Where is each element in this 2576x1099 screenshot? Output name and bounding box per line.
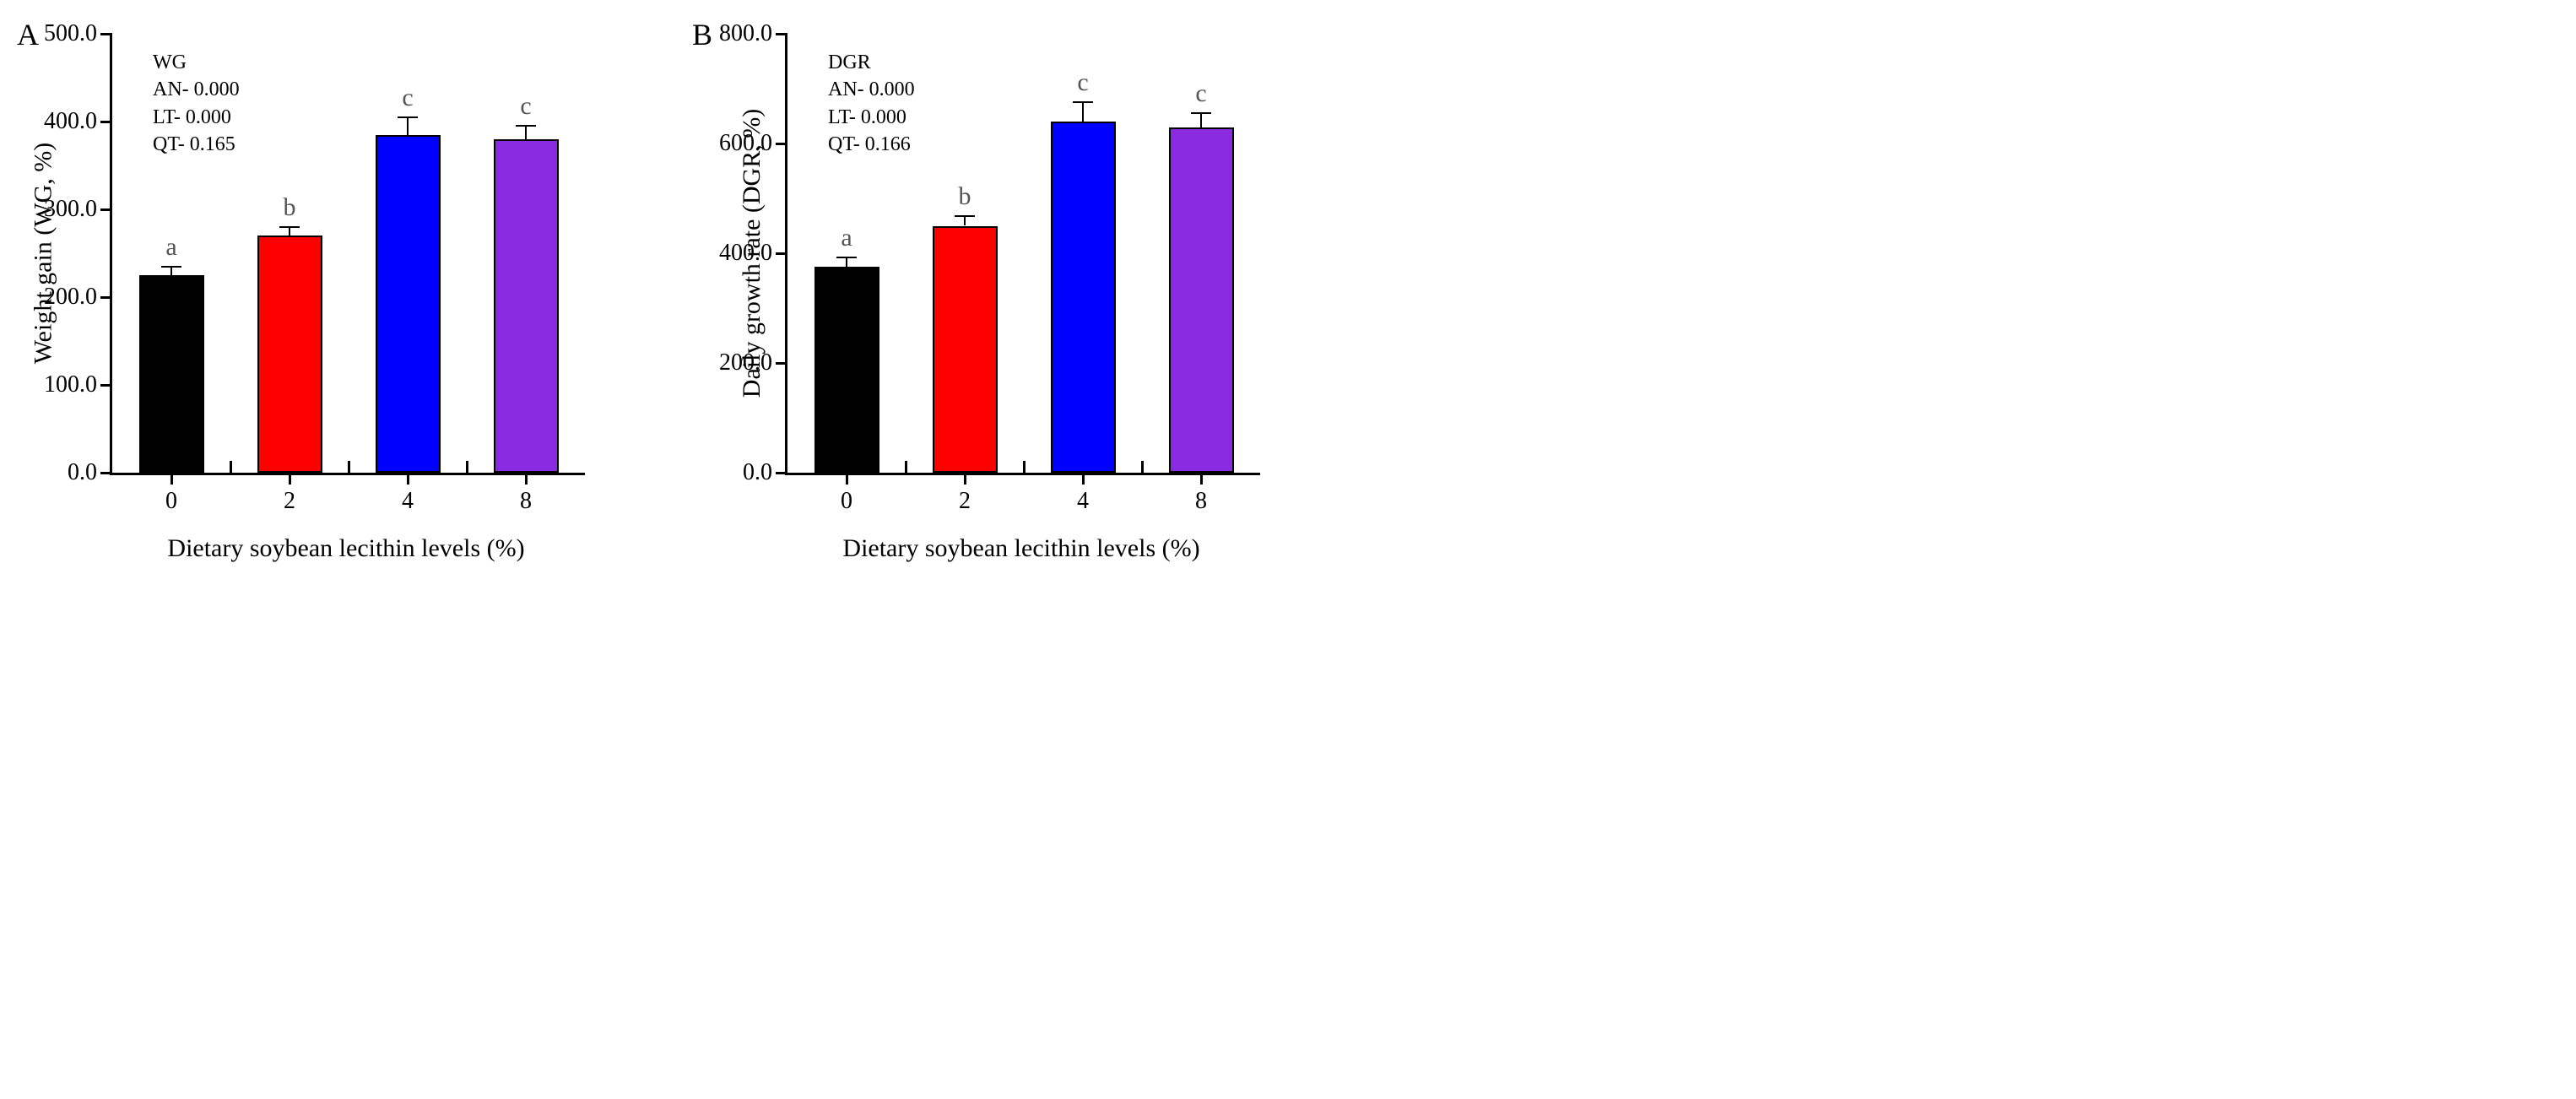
bar (257, 236, 322, 473)
y-axis-label: Weight gain (WG, %) (29, 143, 57, 365)
significance-letter: c (1077, 68, 1088, 97)
error-cap (836, 257, 857, 258)
y-tick-label: 600.0 (719, 130, 787, 157)
y-tick-label: 0.0 (68, 459, 112, 486)
y-tick-label: 200.0 (44, 284, 112, 311)
error-cap (398, 116, 418, 118)
x-tick-label: 0 (841, 473, 852, 515)
stats-annotation: DGR AN- 0.000 LT- 0.000 QT- 0.166 (828, 49, 915, 159)
figure-wrap: AWeight gain (WG, %)0.0100.0200.0300.040… (17, 17, 2559, 563)
error-bar (170, 267, 172, 275)
chart-area: 0.0100.0200.0300.0400.0500.0a0b2c4c8WG A… (110, 34, 585, 475)
chart-panel: AWeight gain (WG, %)0.0100.0200.0300.040… (17, 17, 625, 563)
y-tick-label: 300.0 (44, 196, 112, 223)
significance-letter: b (284, 193, 296, 222)
panel-label: A (17, 17, 39, 52)
x-tick-label: 4 (402, 473, 414, 515)
x-axis-label: Dietary soybean lecithin levels (%) (785, 534, 1258, 563)
y-tick-label: 200.0 (719, 349, 787, 376)
x-axis-label: Dietary soybean lecithin levels (%) (110, 534, 582, 563)
error-cap (279, 226, 300, 228)
x-tick-label: 2 (284, 473, 295, 515)
bar (814, 267, 879, 473)
chart-panel: BDaily growth rate (DGR, %)0.0200.0400.0… (692, 17, 1300, 563)
y-tick-label: 400.0 (719, 240, 787, 267)
error-bar (525, 126, 527, 139)
significance-letter: b (959, 182, 971, 211)
y-tick-label: 0.0 (743, 459, 787, 486)
x-axis-break-tick (348, 461, 350, 473)
y-tick-label: 800.0 (719, 20, 787, 47)
stats-annotation: WG AN- 0.000 LT- 0.000 QT- 0.165 (153, 49, 240, 159)
error-bar (1082, 102, 1084, 122)
y-tick-label: 400.0 (44, 108, 112, 135)
error-bar (1200, 113, 1202, 127)
x-axis-break-tick (1141, 461, 1144, 473)
x-axis-break-tick (1023, 461, 1026, 473)
x-axis-break-tick (905, 461, 907, 473)
error-cap (955, 215, 975, 217)
x-tick-label: 8 (1195, 473, 1207, 515)
error-cap (516, 125, 536, 127)
x-axis-break-tick (230, 461, 232, 473)
y-tick-label: 100.0 (44, 371, 112, 398)
error-bar (964, 216, 966, 226)
panel-label: B (692, 17, 712, 52)
error-cap (161, 266, 181, 268)
bar (933, 226, 998, 474)
x-axis-break-tick (466, 461, 468, 473)
x-tick-label: 2 (959, 473, 971, 515)
x-tick-label: 0 (165, 473, 177, 515)
significance-letter: c (402, 84, 413, 112)
significance-letter: c (1195, 79, 1206, 108)
x-tick-label: 8 (520, 473, 532, 515)
bar (1051, 122, 1116, 473)
significance-letter: c (520, 92, 531, 121)
error-bar (289, 227, 290, 236)
bar (1169, 127, 1234, 474)
bar (494, 139, 559, 473)
bar (139, 275, 204, 473)
error-cap (1073, 101, 1093, 103)
error-bar (846, 257, 847, 268)
bar (376, 135, 441, 473)
chart-area: 0.0200.0400.0600.0800.0a0b2c4c8DGR AN- 0… (785, 34, 1260, 475)
significance-letter: a (841, 224, 852, 252)
error-bar (407, 117, 409, 135)
x-tick-label: 4 (1077, 473, 1089, 515)
y-tick-label: 500.0 (44, 20, 112, 47)
error-cap (1191, 112, 1211, 114)
significance-letter: a (165, 233, 176, 262)
